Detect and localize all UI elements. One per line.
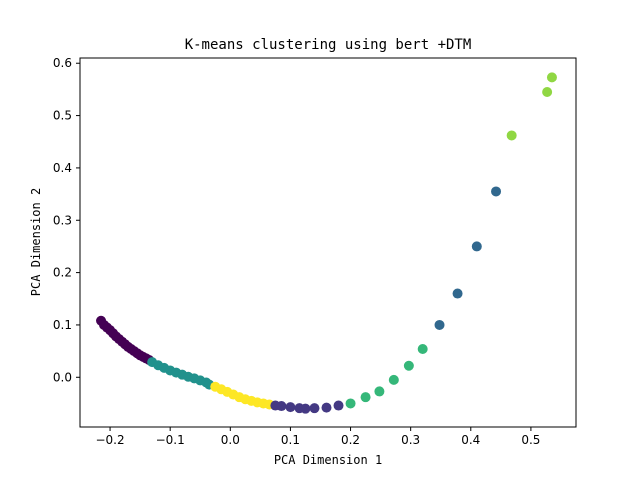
- y-axis-label: PCA Dimension 2: [29, 188, 43, 296]
- y-tick-label: 0.4: [53, 161, 72, 175]
- y-tick-label: 0.6: [53, 56, 72, 70]
- data-point: [360, 392, 371, 403]
- data-point: [321, 402, 332, 413]
- data-point: [471, 241, 482, 252]
- data-point: [546, 72, 557, 83]
- axes-layer: −0.2 −0.1 0.0 0.1 0.2 0.3 0.4 0.5 0.0 0.1 0.2 0.3 0.…: [53, 56, 541, 447]
- data-point: [491, 186, 502, 197]
- x-tick-label: 0.5: [521, 433, 540, 447]
- y-tick-label: 0.0: [53, 370, 72, 384]
- data-point: [300, 403, 311, 414]
- data-point: [452, 288, 463, 299]
- data-point: [417, 344, 428, 355]
- data-point: [403, 360, 414, 371]
- data-point: [542, 87, 553, 98]
- y-tick-label: 0.3: [53, 213, 72, 227]
- y-tick-label: 0.2: [53, 266, 72, 280]
- y-tick-label: 0.5: [53, 109, 72, 123]
- x-tick-label: 0.4: [461, 433, 480, 447]
- data-point: [333, 400, 344, 411]
- data-point: [506, 130, 517, 141]
- data-point: [285, 402, 296, 413]
- x-tick-label: −0.2: [95, 433, 124, 447]
- data-point: [345, 398, 356, 409]
- data-point: [276, 401, 287, 412]
- x-tick-label: 0.2: [341, 433, 360, 447]
- data-point: [434, 319, 445, 330]
- data-point: [309, 403, 320, 414]
- x-tick-label: 0.0: [221, 433, 240, 447]
- data-point: [374, 386, 385, 397]
- points-layer: [96, 72, 557, 414]
- data-point: [388, 374, 399, 385]
- x-axis-label: PCA Dimension 1: [274, 453, 382, 467]
- x-tick-label: 0.1: [281, 433, 300, 447]
- plot-frame: [79, 57, 577, 428]
- y-tick-label: 0.1: [53, 318, 72, 332]
- x-tick-label: 0.3: [401, 433, 420, 447]
- chart-title: K-means clustering using bert +DTM: [185, 37, 472, 53]
- x-tick-label: −0.1: [156, 433, 185, 447]
